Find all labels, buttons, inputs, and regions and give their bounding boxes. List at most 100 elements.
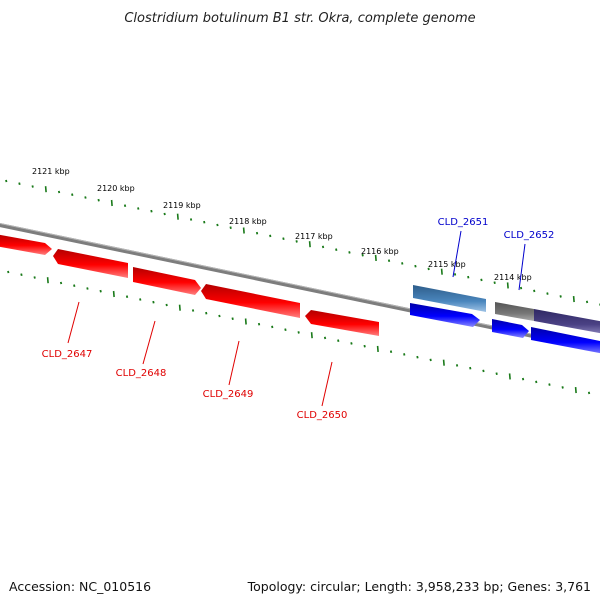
inner-scale-minor-tick [7,270,10,274]
inner-scale-minor-tick [323,336,327,340]
gene-label-cld-2648[interactable]: CLD_2648 [116,368,167,379]
inner-scale-minor-tick [191,309,195,312]
outer-scale-major-tick [242,227,245,234]
outer-scale-minor-tick [255,231,259,235]
outer-scale-minor-tick [189,218,193,221]
leader-cld-2651 [452,230,462,278]
inner-scale-minor-tick [257,322,261,326]
inner-scale-major-tick [574,387,577,394]
scale-label-2118: 2118 kbp [229,217,267,226]
outer-scale-minor-tick [18,182,21,185]
outer-scale-major-tick [440,268,443,275]
inner-scale-minor-tick [403,353,406,356]
genome-summary-text: Topology: circular; Length: 3,958,233 bp… [247,579,591,594]
inner-scale-major-tick [244,318,247,325]
inner-scale-major-tick [376,345,379,352]
gene-label-cld-2651[interactable]: CLD_2651 [438,217,489,228]
outer-scale-minor-tick [493,281,496,284]
gene-leaders [67,230,526,407]
inner-scale-minor-tick [297,331,300,334]
outer-scale-minor-tick [387,259,391,262]
inner-scale-minor-tick [86,287,89,290]
outer-scale-minor-tick [5,179,8,183]
inner-scale-minor-tick [389,350,393,353]
outer-scale-minor-tick [282,237,285,240]
outer-scale-major-tick [506,282,509,289]
leader-cld-2652 [518,243,526,291]
inner-scale-minor-tick [231,317,234,320]
outer-scale-minor-tick [348,251,351,254]
outer-scale-minor-tick [585,300,589,304]
reverse-cds-track [410,303,600,355]
inner-scale-minor-tick [271,325,274,329]
scale-label-2116: 2116 kbp [361,247,399,256]
cds-arrow-3[interactable] [133,267,201,295]
inner-scale-minor-tick [73,284,76,287]
inner-scale-major-tick [112,290,115,298]
outer-scale-minor-tick [216,223,219,227]
inner-scale-minor-tick [429,358,432,362]
inner-scale-minor-tick [548,383,551,386]
outer-scale-major-tick [572,296,575,303]
inner-scale-minor-tick [416,355,419,359]
scale-label-2120: 2120 kbp [97,184,135,193]
outer-scale-minor-tick [480,278,483,282]
cds-arrow-1[interactable] [0,234,52,255]
outer-scale-minor-tick [533,289,536,293]
inner-scale-minor-tick [455,364,459,367]
outer-scale-major-tick [176,213,179,220]
outer-scale-minor-tick [546,292,549,295]
gene-label-cld-2650[interactable]: CLD_2650 [297,410,348,421]
cds-arrow-5[interactable] [305,310,379,336]
inner-scale-minor-tick [535,380,538,384]
forward-cds-track [0,234,379,336]
inner-scale-minor-tick [482,369,485,373]
outer-scale-major-tick [308,241,311,248]
outer-scale-ticks [5,179,600,306]
inner-scale-major-tick [508,373,511,380]
scale-label-2115: 2115 kbp [428,260,466,269]
scale-label-2121: 2121 kbp [32,167,70,176]
outer-scale-minor-tick [31,185,34,188]
inner-scale-minor-tick [587,391,591,395]
outer-scale-minor-tick [414,264,417,268]
cds-arrow-8[interactable] [531,327,600,355]
outer-scale-minor-tick [335,248,338,251]
cds-arrow-2[interactable] [53,249,128,278]
inner-scale-major-tick [442,359,445,366]
outer-scale-minor-tick [559,295,562,298]
inner-scale-minor-tick [20,273,23,276]
cds-arrow-6[interactable] [410,303,480,327]
gene-feature-cld-2652[interactable] [534,309,600,335]
inner-scale-minor-tick [205,311,208,315]
outer-scale-minor-tick [453,273,457,276]
inner-scale-minor-tick [165,303,168,307]
outer-scale-major-tick [44,186,47,193]
scale-label-2117: 2117 kbp [295,232,333,241]
inner-scale-major-tick [178,304,181,311]
inner-scale-ticks [7,270,591,395]
outer-scale-major-tick [374,254,377,261]
gene-label-cld-2652[interactable]: CLD_2652 [504,230,555,241]
leader-cld-2650 [321,361,333,407]
outer-scale-minor-tick [321,245,325,249]
outer-scale-minor-tick [229,226,232,229]
inner-scale-minor-tick [152,300,155,304]
accession-text: Accession: NC_010516 [9,579,152,594]
gene-label-cld-2649[interactable]: CLD_2649 [203,389,254,400]
outer-scale-minor-tick [57,190,61,194]
inner-scale-minor-tick [521,377,525,381]
gene-feature-cld-2651[interactable] [413,285,486,312]
inner-scale-minor-tick [284,328,287,331]
outer-scale-minor-tick [123,204,127,207]
gene-feature-track [413,285,600,335]
inner-scale-major-tick [310,332,313,339]
cds-arrow-4[interactable] [201,284,300,318]
outer-scale-major-tick [110,199,113,207]
gene-label-cld-2647[interactable]: CLD_2647 [42,349,93,360]
outer-scale-minor-tick [427,267,430,271]
cds-arrow-7[interactable] [492,319,529,338]
gene-feature-gray[interactable] [495,302,534,321]
outer-scale-minor-tick [203,220,206,224]
